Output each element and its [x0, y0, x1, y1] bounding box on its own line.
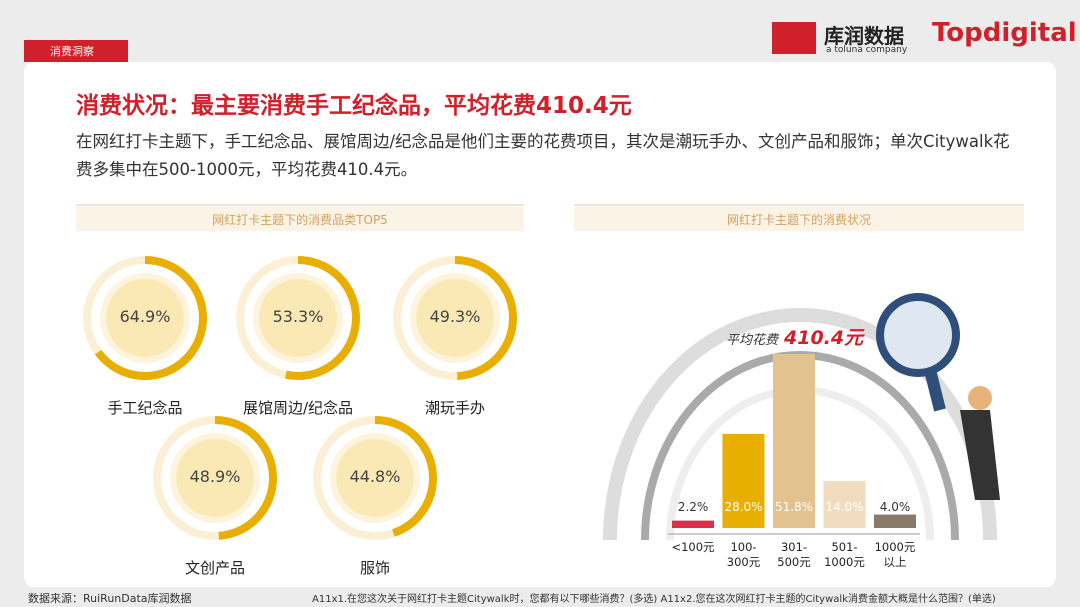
value-label: 49.3% — [429, 307, 481, 326]
category-label: 501-1000元 — [824, 540, 865, 569]
ring-arc — [83, 256, 207, 380]
ring-arc — [153, 416, 277, 540]
value-label: 53.3% — [272, 307, 324, 326]
value-label: 44.8% — [349, 467, 401, 486]
magnifier — [876, 293, 960, 377]
bar — [874, 514, 916, 528]
title: 消费状况：最主要消费手工纪念品，平均花费410.4元 — [76, 93, 632, 119]
section-bg — [76, 207, 524, 231]
section-title: 网红打卡主题下的消费状况 — [726, 213, 871, 227]
section-bg — [574, 207, 1024, 231]
ring-inner — [330, 433, 420, 523]
brand: 库润数据 — [824, 24, 904, 48]
bar — [672, 520, 714, 528]
value-label: 14.0% — [825, 500, 864, 514]
ring-inner — [410, 273, 500, 363]
person-head — [968, 386, 992, 410]
ring-inner — [100, 273, 190, 363]
value-label: 28.0% — [724, 500, 763, 514]
value-label: 4.0% — [879, 500, 911, 514]
value-label: 64.9% — [119, 307, 171, 326]
note: A11x1.在您这次关于网红打卡主题Citywalk时，您都有以下哪些消费？(多… — [312, 594, 996, 605]
ring-arc — [393, 256, 517, 380]
bar — [722, 433, 765, 528]
category-label: 301-500元 — [777, 540, 811, 569]
ring-arc — [313, 416, 437, 540]
annotation-label: 平均花费 — [726, 333, 779, 348]
category-label: 潮玩手办 — [424, 399, 485, 417]
bar — [823, 480, 866, 528]
bar — [773, 353, 815, 528]
source: 数据来源：RuiRunData库润数据 — [28, 592, 192, 605]
value-label: 51.8% — [774, 500, 814, 514]
category-label: 展馆周边/纪念品 — [242, 399, 354, 417]
category-label: 1000元以上 — [874, 540, 916, 569]
section-title: 网红打卡主题下的消费品类TOP5 — [212, 213, 388, 227]
person — [960, 410, 1000, 500]
logo-mark — [772, 22, 816, 54]
ring-inner — [253, 273, 343, 363]
ring-inner — [170, 433, 260, 523]
tag: 消费洞察 — [50, 45, 94, 58]
brand-sub: a toluna company — [826, 45, 908, 55]
tag-bg — [24, 40, 128, 62]
description: 在网红打卡主题下，手工纪念品、展馆周边/纪念品是他们主要的花费项目，其次是潮玩手… — [76, 132, 1010, 179]
category-label: 手工纪念品 — [107, 399, 183, 417]
annotation-value: 410.4元 — [784, 327, 864, 349]
magnifier-handle — [924, 368, 946, 412]
category-label: 文创产品 — [184, 559, 245, 577]
category-label: 服饰 — [359, 559, 390, 577]
brand: Topdigital — [932, 18, 1077, 48]
category-label: 100-300元 — [726, 540, 761, 569]
ring-arc — [236, 256, 360, 380]
category-label: <100元 — [671, 540, 715, 554]
value-label: 48.9% — [189, 467, 241, 486]
value-label: 2.2% — [677, 500, 709, 514]
